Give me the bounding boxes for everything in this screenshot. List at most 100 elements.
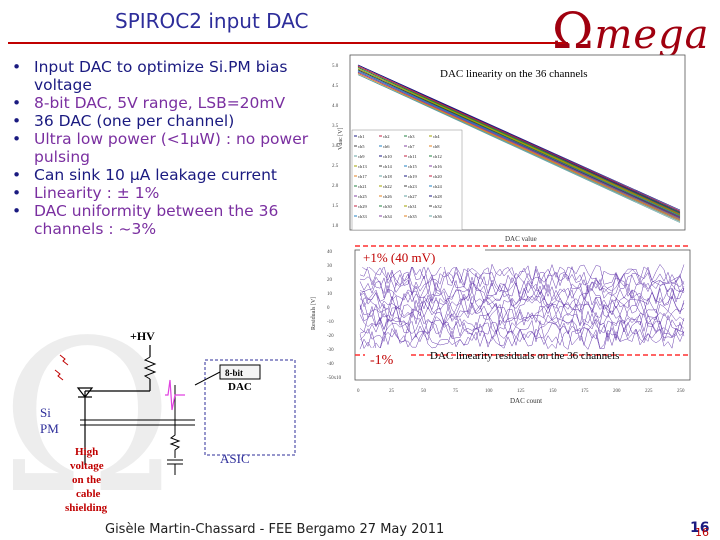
shield-note-1: High bbox=[75, 446, 98, 458]
shield-note-5: shielding bbox=[65, 502, 108, 514]
bottom-x-tick: 250 bbox=[677, 389, 685, 394]
residual-trace bbox=[359, 327, 685, 350]
top-y-tick: 1.5 bbox=[332, 204, 339, 209]
upper-limit-label-bg bbox=[360, 249, 485, 267]
linearity-trace bbox=[357, 73, 681, 221]
linearity-trace bbox=[357, 74, 681, 223]
linearity-trace bbox=[357, 70, 681, 217]
bullet-text: Input DAC to optimize Si.PM bias voltage bbox=[34, 58, 288, 94]
shield-note-2: voltage bbox=[70, 460, 104, 472]
hv-resistor bbox=[143, 356, 157, 380]
bottom-y-label: Residuals [V] bbox=[311, 297, 317, 330]
legend-entry: ch34 bbox=[383, 214, 392, 219]
bottom-y-tick: -40 bbox=[327, 362, 334, 367]
residual-traces bbox=[359, 263, 685, 350]
sense-resistor bbox=[169, 425, 181, 458]
legend-entry: ch9 bbox=[358, 154, 365, 159]
pulse-icon bbox=[165, 379, 185, 411]
bottom-plot-title: DAC linearity residuals on the 36 channe… bbox=[430, 350, 619, 362]
sipm-diode-icon bbox=[76, 387, 94, 398]
photon-arrow-icon bbox=[59, 354, 69, 366]
dac-wire bbox=[194, 371, 221, 386]
bottom-y-tick: 10 bbox=[327, 292, 333, 297]
top-y-label: Vdac [V] bbox=[338, 128, 344, 151]
bullet-text: DAC uniformity between the 36 channels :… bbox=[34, 202, 279, 238]
top-x-label: DAC value bbox=[505, 235, 537, 243]
legend-entry: ch5 bbox=[358, 144, 365, 149]
linearity-trace bbox=[357, 67, 681, 214]
top-y-tick: 2.0 bbox=[332, 184, 339, 189]
bullet-item: • Input DAC to optimize Si.PM bias voltag… bbox=[10, 58, 310, 94]
legend-entry: ch15 bbox=[408, 164, 417, 169]
legend-entry: ch11 bbox=[408, 154, 417, 159]
bullet-item: • 36 DAC (one per channel) bbox=[10, 112, 310, 130]
lower-limit-label-bg bbox=[365, 348, 410, 368]
legend-entry: ch7 bbox=[408, 144, 415, 149]
top-y-ticks: 5.0 4.5 4.0 3.5 3.0 2.5 2.0 1.5 1.0 bbox=[332, 64, 339, 229]
top-y-tick: 4.0 bbox=[332, 104, 339, 109]
residual-trace bbox=[359, 295, 685, 319]
legend-entry: ch20 bbox=[433, 174, 442, 179]
bullet-item: • Linearity : ± 1% bbox=[10, 184, 310, 202]
legend-entry: ch19 bbox=[408, 174, 417, 179]
legend-entry: ch36 bbox=[433, 214, 442, 219]
omega-logo: Ωmega bbox=[552, 2, 710, 60]
slide-title: SPIROC2 input DAC bbox=[115, 9, 309, 33]
bullet-dot: • bbox=[12, 184, 22, 202]
bottom-x-ticks: 0 25 50 75 100 125 150 175 200 225 250 bbox=[357, 389, 685, 394]
residual-trace bbox=[359, 319, 685, 343]
dac-box-label: 8-bit bbox=[225, 368, 243, 378]
legend-entry: ch32 bbox=[433, 204, 442, 209]
legend-box bbox=[351, 129, 463, 231]
bottom-y-tick: -50x10 bbox=[327, 376, 342, 381]
bottom-x-label: DAC count bbox=[510, 397, 542, 405]
legend-entry: ch17 bbox=[358, 174, 367, 179]
bullet-item: • Can sink 10 µA leakage current bbox=[10, 166, 310, 184]
legend-entry: ch10 bbox=[383, 154, 392, 159]
bullet-dot: • bbox=[12, 58, 22, 76]
residual-trace bbox=[359, 271, 685, 295]
legend-entry: ch25 bbox=[358, 194, 367, 199]
bullet-list: • Input DAC to optimize Si.PM bias voltag… bbox=[10, 58, 310, 238]
bullet-dot: • bbox=[12, 112, 22, 130]
linearity-trace bbox=[357, 65, 681, 212]
legend-entry: ch6 bbox=[383, 144, 390, 149]
legend-entry: ch18 bbox=[383, 174, 392, 179]
bottom-y-tick: 40 bbox=[327, 250, 333, 255]
legend-entry: ch2 bbox=[383, 134, 390, 139]
legend: ch1 ch2 ch3 ch4 ch5 ch6 ch7 ch8 ch9 ch10 ch11 ch12 c… bbox=[354, 134, 442, 219]
bottom-x-tick: 100 bbox=[485, 389, 493, 394]
bottom-x-tick: 25 bbox=[389, 389, 395, 394]
legend-entry: ch14 bbox=[383, 164, 392, 169]
bottom-y-tick: 20 bbox=[327, 278, 333, 283]
legend-entry: ch1 bbox=[358, 134, 365, 139]
legend-entry: ch28 bbox=[433, 194, 442, 199]
bullet-text: Ultra low power (<1µW) : no power pulsin… bbox=[34, 130, 309, 166]
legend-entry: ch27 bbox=[408, 194, 417, 199]
legend-entry: ch24 bbox=[433, 184, 442, 189]
residual-trace bbox=[359, 319, 685, 343]
top-y-tick: 2.5 bbox=[332, 164, 339, 169]
legend-entry: ch26 bbox=[383, 194, 392, 199]
residual-trace bbox=[359, 303, 685, 326]
asic-box bbox=[204, 359, 296, 456]
shield-note-4: cable bbox=[76, 488, 101, 500]
bullet-dot: • bbox=[12, 130, 22, 148]
bullet-text: 36 DAC (one per channel) bbox=[34, 112, 235, 130]
legend-entry: ch23 bbox=[408, 184, 417, 189]
bottom-y-tick: -20 bbox=[327, 334, 334, 339]
bullet-dot: • bbox=[12, 166, 22, 184]
title-divider bbox=[8, 42, 568, 44]
legend-entry: ch35 bbox=[408, 214, 417, 219]
legend-entry: ch4 bbox=[433, 134, 440, 139]
bullet-item: • Ultra low power (<1µW) : no power pulsi… bbox=[10, 130, 310, 166]
legend-entry: ch22 bbox=[383, 184, 392, 189]
bottom-x-tick: 75 bbox=[453, 389, 459, 394]
legend-entry: ch21 bbox=[358, 184, 367, 189]
sipm-label-2: PM bbox=[40, 421, 59, 436]
residual-trace bbox=[359, 287, 685, 311]
top-y-tick: 1.0 bbox=[332, 224, 339, 229]
bullet-text: 8-bit DAC, 5V range, LSB=20mV bbox=[34, 94, 286, 112]
bottom-x-tick: 225 bbox=[645, 389, 653, 394]
